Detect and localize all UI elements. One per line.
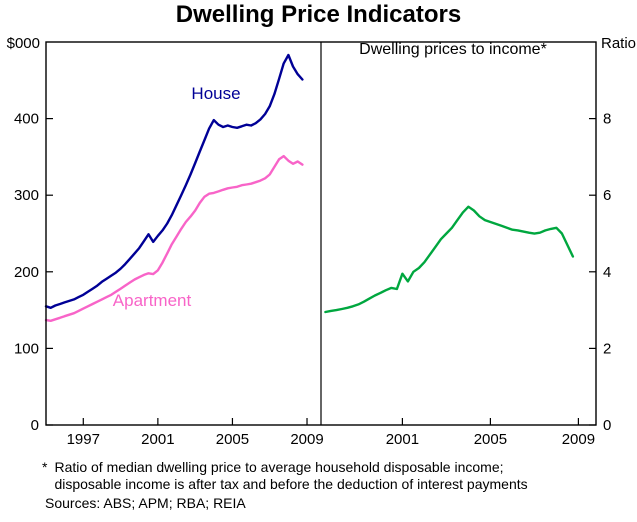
svg-text:200: 200 (14, 264, 39, 281)
apartment-series-label: Apartment (113, 291, 192, 310)
svg-text:6: 6 (603, 187, 611, 204)
sources-line: Sources: ABS; APM; RBA; REIA (45, 495, 246, 511)
plot-render-layer: 1997 2001 2005 2009 0 100 200 300 400 2001 2005 200… (14, 41, 611, 448)
svg-text:4: 4 (603, 264, 611, 281)
right-panel-title: Dwelling prices to income* (359, 41, 547, 58)
svg-text:0: 0 (603, 417, 611, 434)
footnote-text: Ratio of median dwelling price to averag… (54, 459, 527, 493)
svg-text:2001: 2001 (386, 431, 419, 448)
svg-text:2005: 2005 (474, 431, 507, 448)
svg-text:400: 400 (14, 111, 39, 128)
footnote-marker: * (42, 459, 48, 475)
footnote-line-1: Ratio of median dwelling price to averag… (54, 459, 504, 475)
right-axis-unit: Ratio (601, 35, 636, 52)
svg-text:2001: 2001 (141, 431, 174, 448)
chart-title: Dwelling Price Indicators (175, 1, 462, 28)
svg-text:300: 300 (14, 187, 39, 204)
left-axis-unit: $000 (7, 35, 40, 52)
footnote: * Ratio of median dwelling price to aver… (42, 459, 528, 493)
svg-text:2009: 2009 (562, 431, 595, 448)
svg-text:0: 0 (31, 417, 39, 434)
svg-text:1997: 1997 (67, 431, 100, 448)
svg-text:2: 2 (603, 340, 611, 357)
svg-text:2009: 2009 (290, 431, 323, 448)
svg-text:100: 100 (14, 340, 39, 357)
svg-text:8: 8 (603, 111, 611, 128)
house-series-label: House (191, 84, 240, 103)
svg-text:2005: 2005 (216, 431, 249, 448)
footnote-line-2: disposable income is after tax and befor… (54, 476, 528, 492)
